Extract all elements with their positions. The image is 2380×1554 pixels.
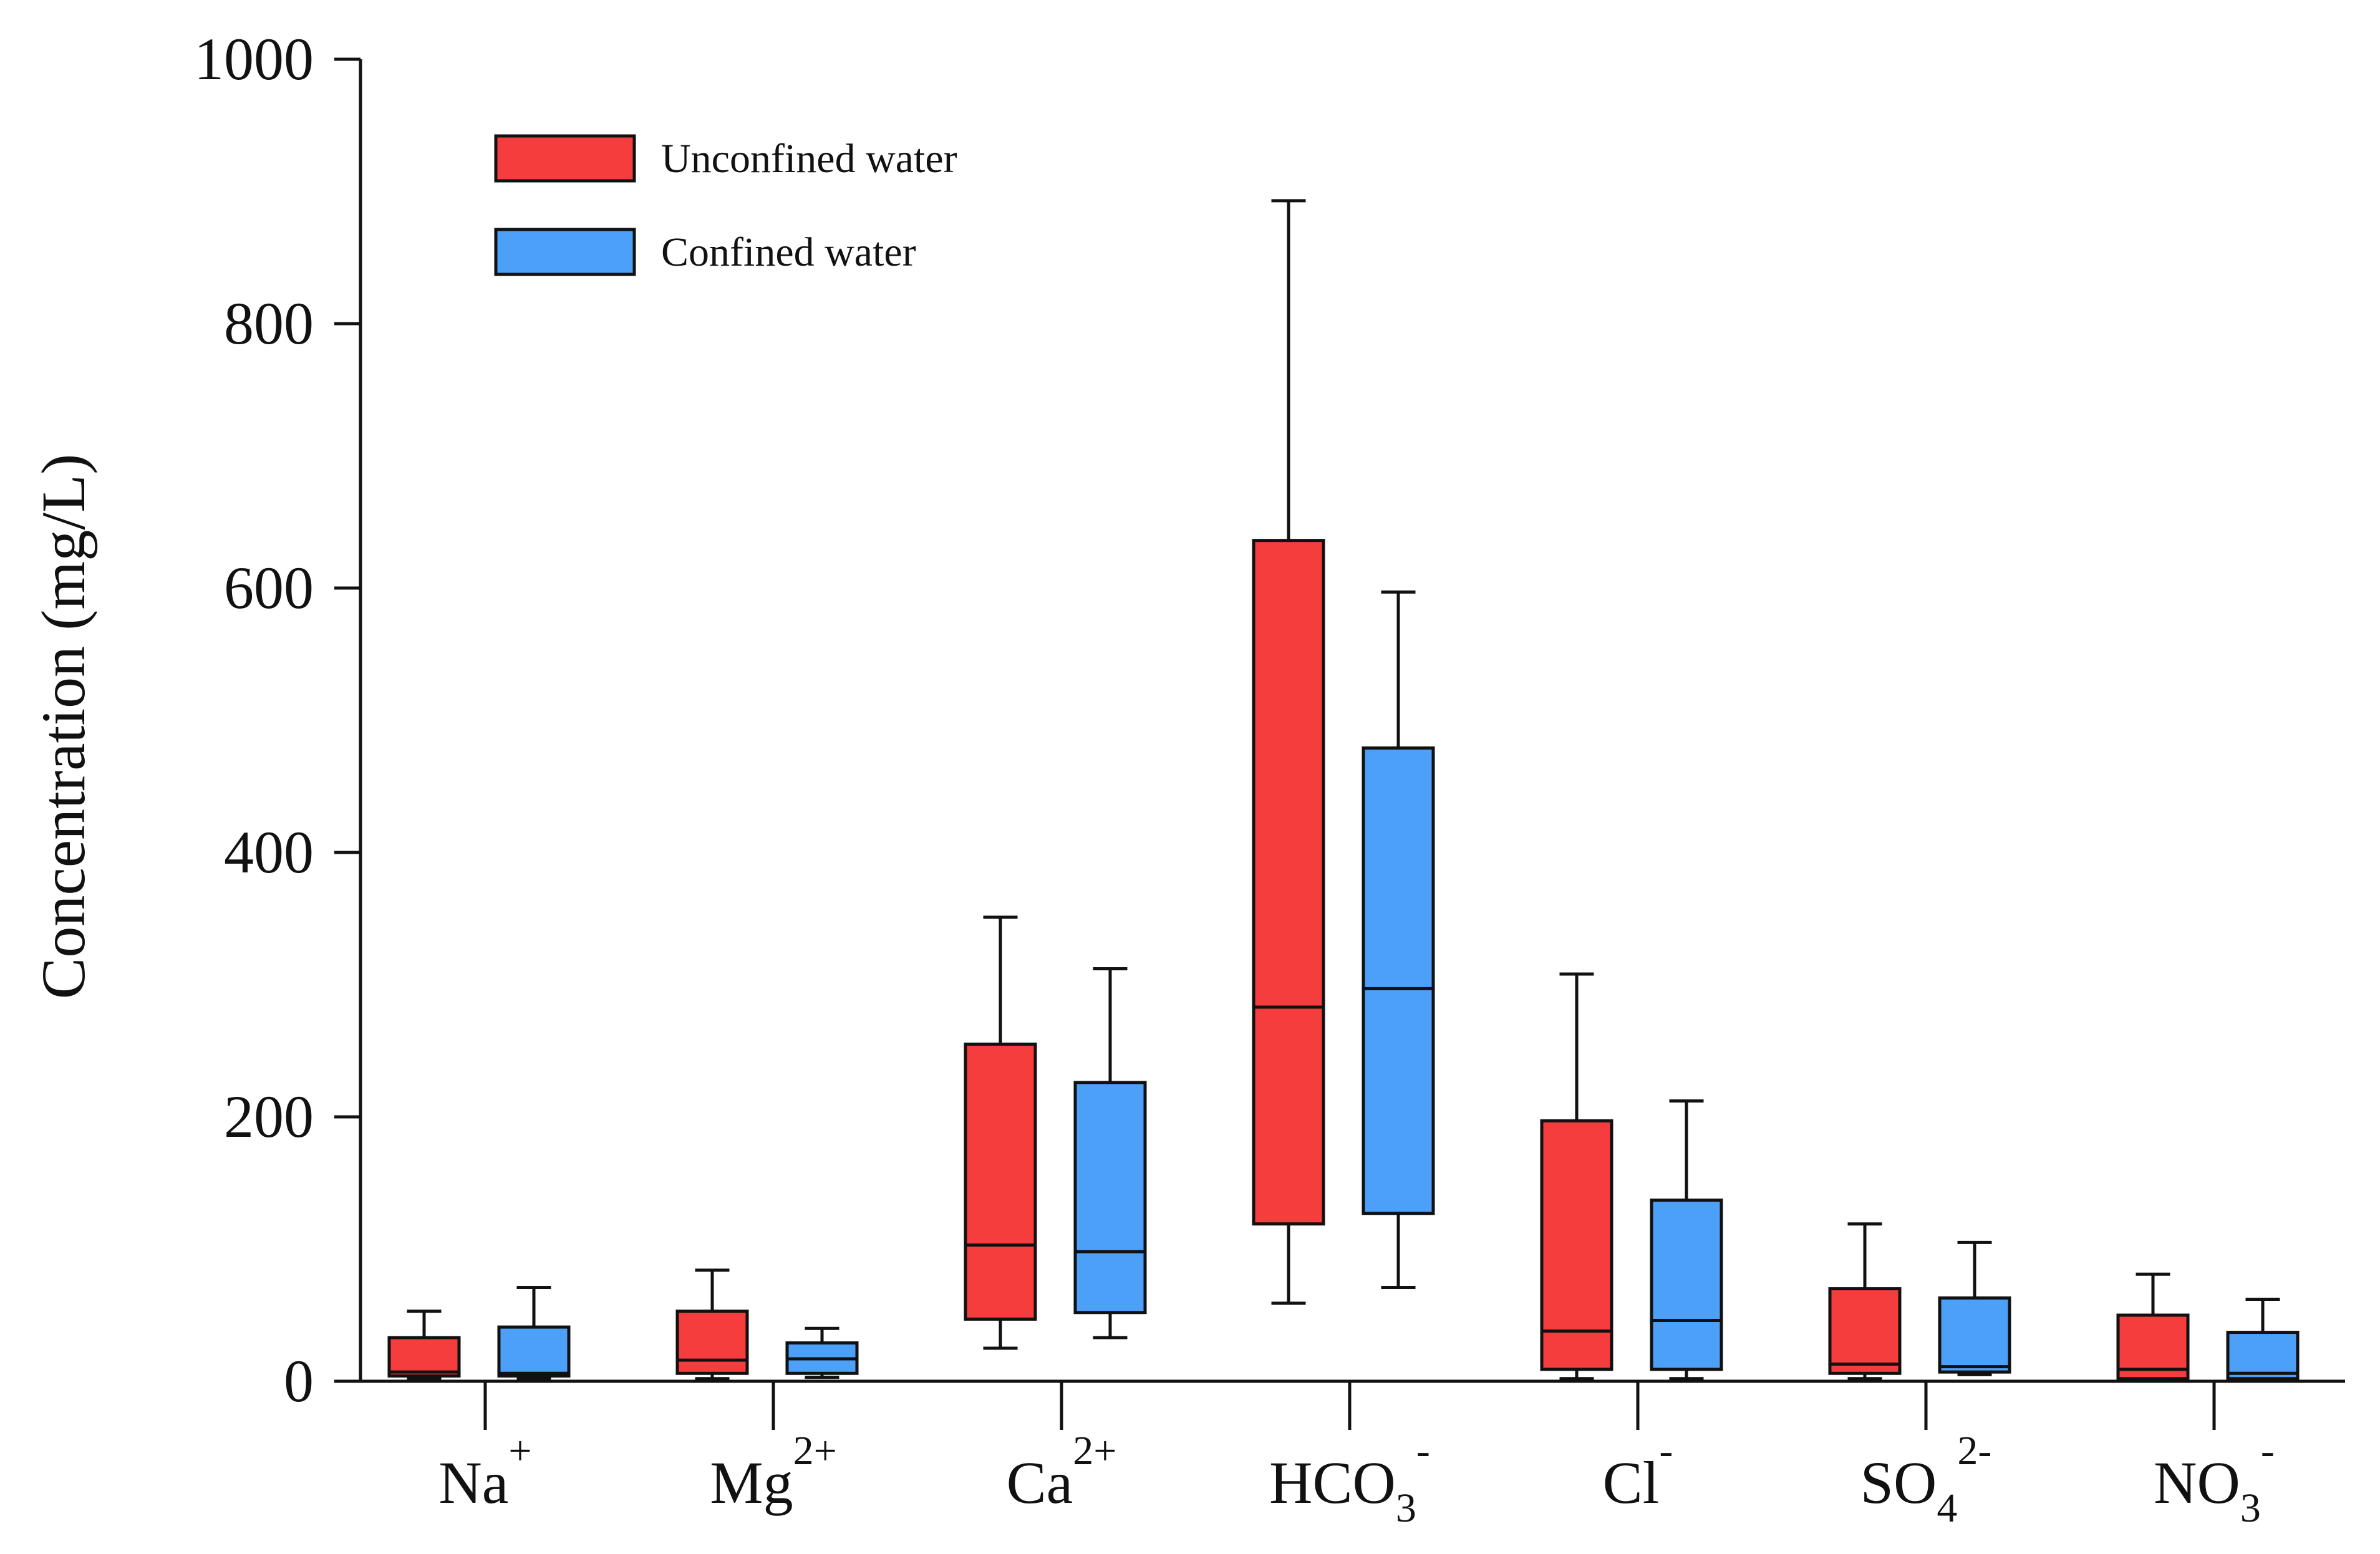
box-plot [2116, 1272, 2190, 1382]
x-category-label: NO3- [2154, 1428, 2275, 1531]
x-category-superscript: 2- [1957, 1428, 1991, 1474]
legend-swatch [494, 228, 636, 276]
axes [359, 59, 2345, 1383]
x-category-label: HCO3- [1269, 1428, 1430, 1531]
x-category-subscript: 3 [2240, 1485, 2261, 1531]
x-category-superscript: + [508, 1428, 531, 1474]
x-category-base: SO [1860, 1449, 1937, 1516]
x-category-label: Cl- [1603, 1428, 1673, 1516]
box-plot [387, 1310, 461, 1381]
x-category-label: Na+ [438, 1428, 531, 1516]
box-plot [497, 1285, 571, 1381]
legend-swatch [494, 134, 636, 183]
iqr-box [1073, 1081, 1147, 1315]
box-plot [2226, 1298, 2300, 1382]
legend: Unconfined water Confined water [494, 134, 957, 276]
x-category-superscript: - [1416, 1428, 1430, 1474]
box-plot [1073, 967, 1147, 1339]
x-category-base: Na [438, 1449, 508, 1516]
iqr-box [964, 1042, 1037, 1321]
legend-label: Confined water [661, 229, 916, 275]
box-plot [1540, 972, 1613, 1381]
box-plot [964, 915, 1037, 1350]
y-axis-label: Concentration (mg/L) [29, 454, 98, 1000]
y-tick-label: 800 [224, 290, 314, 357]
x-category-label: Ca2+ [1007, 1428, 1117, 1516]
iqr-box [1362, 746, 1435, 1215]
y-axis-ticks: 0 200 400 600 800 1000 [194, 26, 360, 1414]
legend-label: Unconfined water [661, 136, 957, 181]
iqr-box [1540, 1119, 1613, 1371]
x-category-base: Mg [710, 1449, 793, 1516]
x-category-label: Mg2+ [710, 1428, 837, 1516]
iqr-box [1650, 1199, 1723, 1371]
iqr-box [497, 1325, 571, 1378]
box-series [387, 199, 2300, 1382]
iqr-box [1828, 1287, 1902, 1375]
iqr-box [2226, 1331, 2300, 1381]
y-tick-label: 600 [224, 554, 314, 621]
series-unconfined-water [387, 199, 2190, 1382]
x-category-base: NO [2154, 1449, 2240, 1516]
iqr-box [387, 1336, 461, 1378]
x-category-superscript: - [1659, 1428, 1673, 1474]
iqr-box [1938, 1296, 2011, 1374]
x-category-superscript: - [2261, 1428, 2275, 1474]
box-plot [675, 1268, 749, 1381]
y-tick-label: 200 [224, 1083, 314, 1150]
x-category-label: SO42- [1860, 1428, 1992, 1531]
x-category-superscript: 2+ [793, 1428, 837, 1474]
x-axis-categories: Na+ Mg2+ Ca2+ HCO3- Cl- SO42- NO3- [438, 1381, 2275, 1531]
x-category-subscript: 4 [1937, 1485, 1957, 1531]
box-plot [1252, 199, 1325, 1305]
x-category-base: Ca [1007, 1449, 1073, 1516]
x-category-subscript: 3 [1396, 1485, 1416, 1531]
box-plot [785, 1326, 859, 1379]
series-confined-water [497, 590, 2300, 1382]
box-plot [1828, 1222, 1902, 1381]
box-plot [1362, 590, 1435, 1289]
iqr-box [1252, 539, 1325, 1226]
y-tick-label: 1000 [194, 26, 314, 92]
y-tick-label: 0 [284, 1348, 314, 1414]
box-plot [1650, 1099, 1723, 1381]
y-tick-label: 400 [224, 819, 314, 886]
x-category-base: HCO [1269, 1449, 1396, 1516]
iqr-box [675, 1310, 749, 1375]
box-plot [1938, 1240, 2011, 1376]
x-category-superscript: 2+ [1073, 1428, 1116, 1474]
x-category-base: Cl [1603, 1449, 1660, 1516]
